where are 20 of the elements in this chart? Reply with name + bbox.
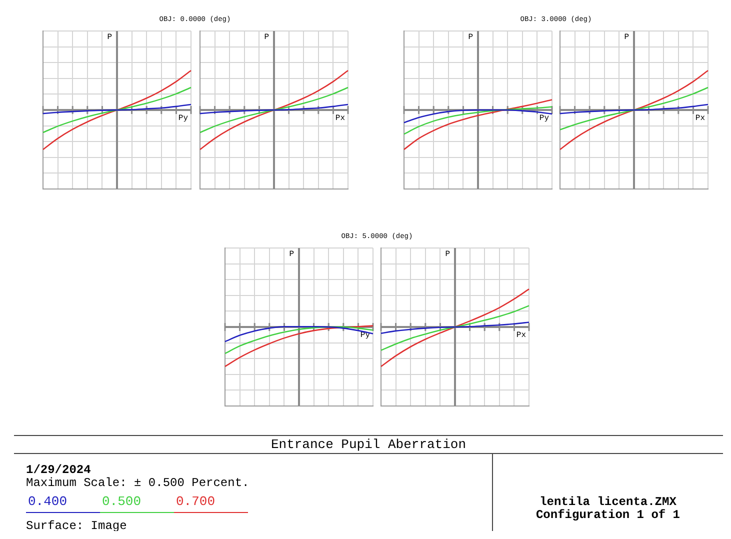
text: Configuration 1 of 1 <box>534 508 682 522</box>
text: 0.400 <box>28 494 68 509</box>
text: lentila licenta.ZMX <box>538 495 678 509</box>
y-axis-title: P <box>445 250 450 260</box>
x-axis-title: Px <box>516 331 526 340</box>
y-axis-title: P <box>468 33 474 42</box>
x-axis-title: Py <box>360 331 370 340</box>
text: 0.700 <box>176 494 216 509</box>
x-axis-title: Py <box>539 114 550 124</box>
x-axis-title: Px <box>335 114 346 124</box>
text: Entrance Pupil Aberration <box>14 436 723 454</box>
x-axis-title: Py <box>178 114 188 124</box>
x-axis-title: Px <box>695 114 706 124</box>
text: 1/29/2024 <box>26 463 92 477</box>
text: Maximum Scale: ± 0.500 Percent. <box>26 476 250 490</box>
y-axis-title: P <box>624 33 630 42</box>
text: 0.500 <box>102 494 142 509</box>
y-axis-title: P <box>264 33 270 42</box>
y-axis-title: P <box>107 33 112 42</box>
y-axis-title: P <box>289 250 294 260</box>
